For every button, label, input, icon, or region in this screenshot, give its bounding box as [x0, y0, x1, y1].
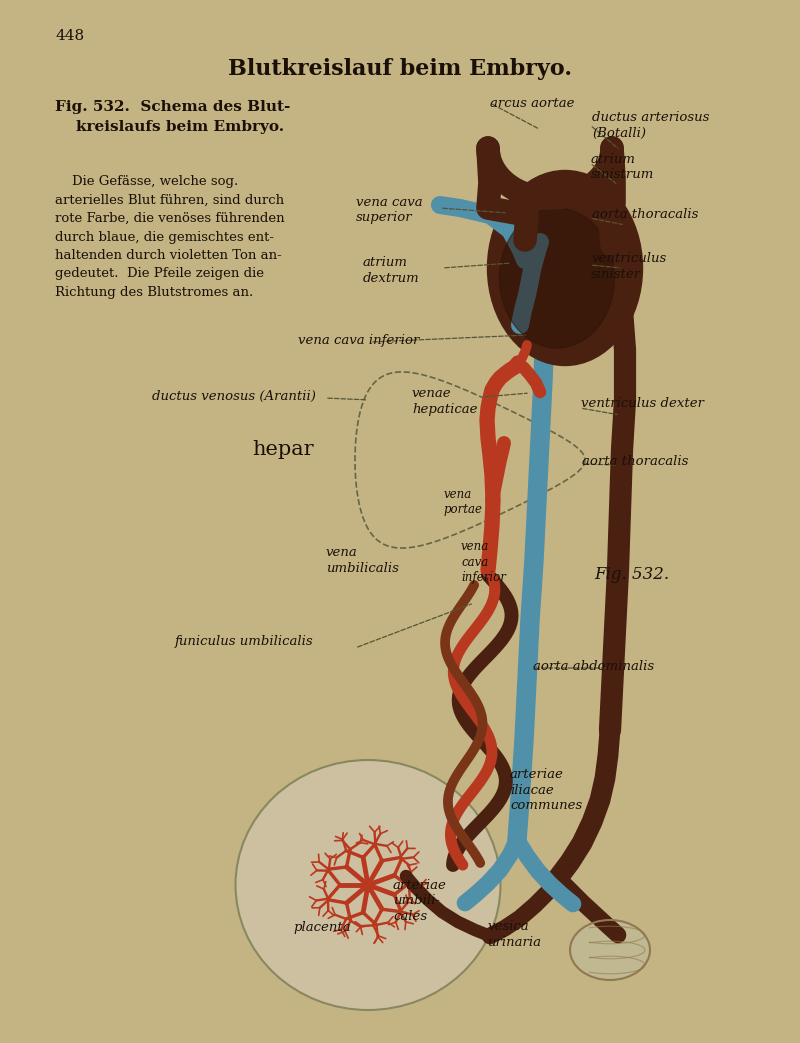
Text: vesica
urinaria: vesica urinaria: [487, 920, 541, 948]
Text: ductus arteriosus
(Botalli): ductus arteriosus (Botalli): [592, 111, 710, 140]
Text: placenta: placenta: [293, 921, 350, 933]
Text: Fig. 532.: Fig. 532.: [594, 566, 669, 583]
Text: ventriculus dexter: ventriculus dexter: [581, 397, 704, 410]
Text: aorta thoracalis: aorta thoracalis: [582, 455, 688, 468]
Ellipse shape: [235, 760, 501, 1010]
Text: arcus aortae: arcus aortae: [490, 97, 574, 110]
Text: venae
hepaticae: venae hepaticae: [412, 387, 478, 415]
Text: hepar: hepar: [252, 440, 314, 459]
Text: atrium
sinistrum: atrium sinistrum: [591, 153, 654, 181]
Text: atrium
dextrum: atrium dextrum: [363, 256, 420, 285]
Text: ventriculus
sinister: ventriculus sinister: [591, 252, 666, 281]
Text: aorta abdominalis: aorta abdominalis: [533, 660, 654, 673]
Text: vena
umbilicalis: vena umbilicalis: [326, 545, 399, 575]
Text: vena cava
superior: vena cava superior: [356, 196, 422, 224]
Text: arteriae
umbili-
cales: arteriae umbili- cales: [393, 879, 447, 923]
Text: ductus venosus (Arantii): ductus venosus (Arantii): [152, 390, 316, 403]
Text: 448: 448: [55, 29, 84, 43]
Text: vena cava inferior: vena cava inferior: [298, 334, 419, 347]
Ellipse shape: [487, 170, 642, 365]
Text: Blutkreislauf beim Embryo.: Blutkreislauf beim Embryo.: [228, 58, 572, 80]
Ellipse shape: [499, 208, 614, 348]
Text: arteriae
iliacae
communes: arteriae iliacae communes: [510, 768, 582, 812]
Text: aorta thoracalis: aorta thoracalis: [592, 208, 698, 221]
Text: Die Gefässe, welche sog.
arterielles Blut führen, sind durch
rote Farbe, die ven: Die Gefässe, welche sog. arterielles Blu…: [55, 175, 285, 299]
Text: vena
portae: vena portae: [444, 488, 483, 516]
Text: Fig. 532.  Schema des Blut-
    kreislaufs beim Embryo.: Fig. 532. Schema des Blut- kreislaufs be…: [55, 100, 290, 134]
Text: vena
cava
inferior: vena cava inferior: [461, 540, 506, 584]
Ellipse shape: [570, 920, 650, 980]
Text: funiculus umbilicalis: funiculus umbilicalis: [175, 635, 314, 648]
